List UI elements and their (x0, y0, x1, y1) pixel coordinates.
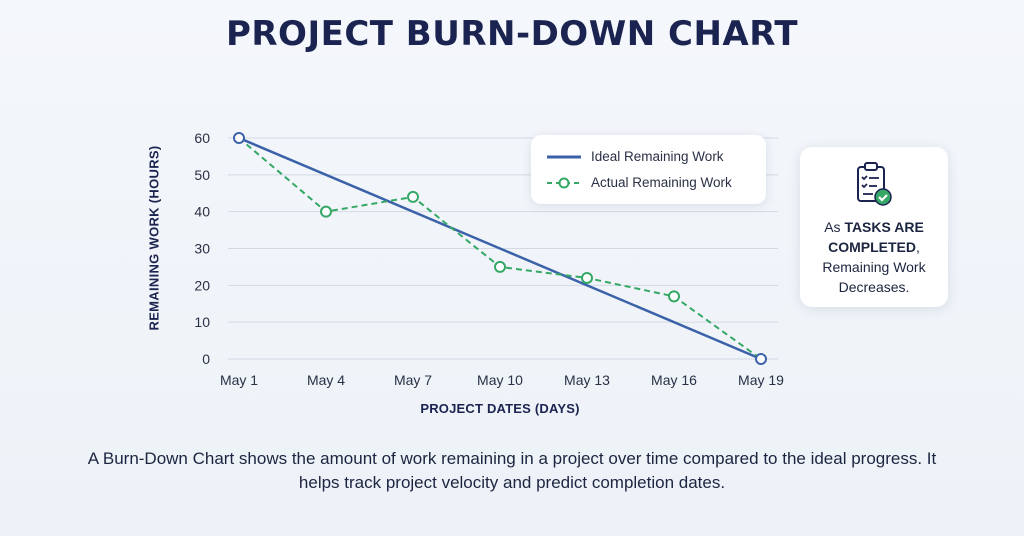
actual-point-may-19 (755, 353, 767, 365)
x-tick-labels: May 1 May 4 May 7 May 10 May 13 May 16 May 19 (220, 372, 784, 388)
y-tick-label-10: 10 (194, 314, 210, 330)
callout-text: As TASKS ARE COMPLETED, Remaining Work D… (806, 217, 942, 297)
y-tick-labels: 0 10 20 30 40 50 60 (194, 130, 210, 367)
x-tick-label-may-4: May 4 (307, 372, 345, 388)
actual-point-may-4 (320, 205, 332, 218)
x-axis-label: PROJECT DATES (DAYS) (420, 401, 580, 416)
legend-swatch-ideal (547, 155, 581, 158)
chart-title: PROJECT BURN-DOWN CHART (225, 14, 799, 54)
legend-label-actual: Actual Remaining Work (591, 175, 732, 190)
y-tick-label-0: 0 (202, 351, 210, 367)
x-tick-label-may-19: May 19 (738, 372, 784, 388)
callout-suffix: , (916, 239, 920, 255)
callout-card: As TASKS ARE COMPLETED, Remaining Work D… (800, 147, 948, 307)
chart-description: A Burn-Down Chart shows the amount of wo… (87, 449, 937, 492)
callout-line2: Remaining Work Decreases. (822, 259, 926, 295)
actual-point-may-1 (233, 132, 245, 144)
legend-label-ideal: Ideal Remaining Work (591, 149, 724, 164)
x-tick-label-may-10: May 10 (477, 372, 523, 388)
x-tick-label-may-13: May 13 (564, 372, 610, 388)
y-tick-label-40: 40 (194, 204, 210, 220)
y-tick-label-60: 60 (194, 130, 210, 146)
callout-prefix: As (824, 219, 845, 235)
y-axis-label: REMAINING WORK (HOURS) (146, 145, 162, 331)
actual-point-may-7 (407, 190, 419, 203)
legend-swatch-actual (547, 177, 581, 188)
actual-point-may-16 (668, 290, 680, 303)
actual-series (233, 132, 767, 365)
actual-point-may-13 (581, 271, 593, 284)
y-tick-label-50: 50 (194, 167, 210, 183)
legend-item-ideal: Ideal Remaining Work (545, 149, 724, 164)
actual-point-may-10 (494, 260, 506, 273)
x-tick-label-may-16: May 16 (651, 372, 697, 388)
clipboard-check-icon (857, 162, 892, 206)
x-tick-label-may-1: May 1 (220, 372, 258, 388)
callout-bold: TASKS ARE COMPLETED (828, 219, 924, 255)
y-tick-label-30: 30 (194, 241, 210, 257)
y-tick-label-20: 20 (194, 277, 210, 293)
ideal-line (238, 136, 762, 361)
chart-legend: Ideal Remaining Work Actual Remaining Wo… (531, 135, 766, 204)
ideal-series (238, 136, 762, 361)
x-tick-label-may-7: May 7 (394, 372, 432, 388)
legend-item-actual: Actual Remaining Work (545, 175, 732, 190)
